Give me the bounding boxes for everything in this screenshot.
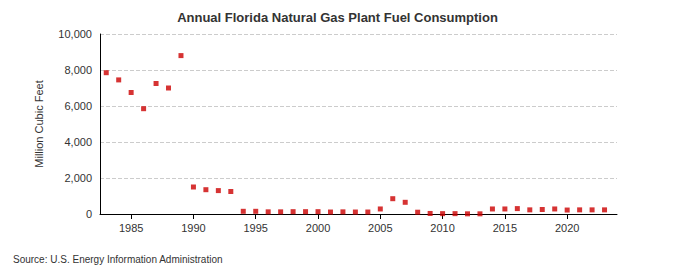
svg-text:4,000: 4,000 bbox=[64, 136, 92, 148]
svg-text:8,000: 8,000 bbox=[64, 64, 92, 76]
svg-text:10,000: 10,000 bbox=[58, 28, 92, 40]
svg-text:2010: 2010 bbox=[430, 222, 454, 234]
svg-text:2000: 2000 bbox=[306, 222, 330, 234]
svg-text:1990: 1990 bbox=[181, 222, 205, 234]
svg-text:2015: 2015 bbox=[493, 222, 517, 234]
svg-text:0: 0 bbox=[86, 208, 92, 220]
svg-text:Million Cubic Feet: Million Cubic Feet bbox=[33, 80, 45, 167]
svg-text:1985: 1985 bbox=[119, 222, 143, 234]
svg-text:Source: U.S. Energy Informatio: Source: U.S. Energy Information Administ… bbox=[13, 254, 223, 265]
svg-text:1995: 1995 bbox=[243, 222, 267, 234]
svg-text:6,000: 6,000 bbox=[64, 100, 92, 112]
svg-text:2,000: 2,000 bbox=[64, 172, 92, 184]
svg-text:2020: 2020 bbox=[555, 222, 579, 234]
svg-text:2005: 2005 bbox=[368, 222, 392, 234]
svg-text:Annual Florida Natural Gas Pla: Annual Florida Natural Gas Plant Fuel Co… bbox=[177, 10, 498, 25]
